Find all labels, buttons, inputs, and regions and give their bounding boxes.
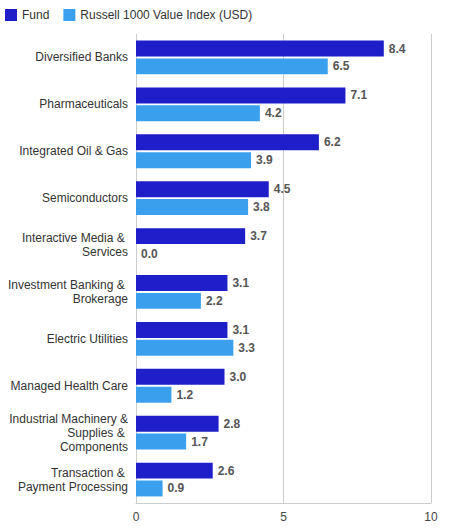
- svg-text:Managed Health Care: Managed Health Care: [11, 379, 129, 393]
- svg-text:7.1: 7.1: [350, 88, 367, 102]
- svg-text:3.3: 3.3: [238, 341, 255, 355]
- svg-text:Brokerage: Brokerage: [73, 292, 129, 306]
- svg-text:Transaction &: Transaction &: [51, 466, 128, 480]
- svg-text:3.8: 3.8: [253, 200, 270, 214]
- svg-text:0.0: 0.0: [141, 247, 158, 261]
- svg-text:4.2: 4.2: [265, 106, 282, 120]
- svg-text:3.1: 3.1: [232, 276, 249, 290]
- svg-text:Integrated Oil & Gas: Integrated Oil & Gas: [19, 144, 128, 158]
- svg-text:3.0: 3.0: [230, 370, 247, 384]
- svg-text:0: 0: [133, 510, 140, 524]
- svg-text:Supplies &: Supplies &: [64, 426, 128, 440]
- svg-text:3.9: 3.9: [256, 153, 273, 167]
- svg-text:10: 10: [424, 510, 438, 524]
- svg-text:0.9: 0.9: [168, 481, 185, 495]
- svg-text:3.1: 3.1: [232, 323, 249, 337]
- svg-text:Pharmaceuticals: Pharmaceuticals: [39, 97, 128, 111]
- svg-text:Investment Banking &: Investment Banking &: [8, 278, 128, 292]
- svg-text:Electric Utilities: Electric Utilities: [47, 332, 128, 346]
- svg-text:Payment Processing: Payment Processing: [18, 480, 128, 494]
- svg-text:2.2: 2.2: [206, 294, 223, 308]
- svg-text:6.2: 6.2: [324, 135, 341, 149]
- svg-text:2.8: 2.8: [224, 417, 241, 431]
- svg-text:2.6: 2.6: [218, 464, 235, 478]
- svg-text:3.7: 3.7: [250, 229, 267, 243]
- svg-text:1.7: 1.7: [191, 435, 208, 449]
- svg-text:Russell 1000 Value Index (USD): Russell 1000 Value Index (USD): [80, 8, 252, 22]
- svg-text:Industrial Machinery &: Industrial Machinery &: [9, 412, 128, 426]
- svg-text:1.2: 1.2: [176, 388, 193, 402]
- svg-text:Services: Services: [82, 245, 128, 259]
- svg-text:Fund: Fund: [22, 8, 49, 22]
- svg-text:6.5: 6.5: [333, 59, 350, 73]
- svg-text:5: 5: [280, 510, 287, 524]
- svg-text:8.4: 8.4: [389, 42, 406, 56]
- svg-text:Semiconductors: Semiconductors: [42, 191, 128, 205]
- svg-text:Interactive Media &: Interactive Media &: [22, 231, 128, 245]
- svg-text:4.5: 4.5: [274, 182, 291, 196]
- svg-text:Components: Components: [60, 440, 128, 454]
- svg-text:Diversified Banks: Diversified Banks: [35, 50, 128, 64]
